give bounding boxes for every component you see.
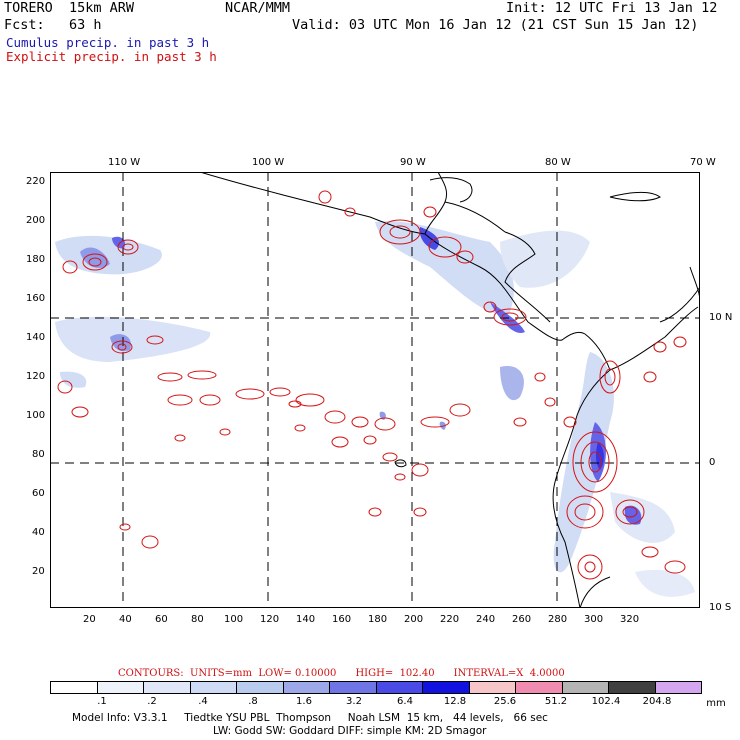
y-tick-label: 100	[26, 410, 46, 421]
x-tick-label: 20	[83, 614, 96, 625]
colorbar-swatch	[237, 682, 284, 693]
shade-caribbean	[500, 230, 590, 288]
x-tick-label: 300	[584, 614, 604, 625]
colorbar-label: .8	[248, 696, 258, 707]
physics-info: LW: Godd SW: Goddard DIFF: simple KM: 2D…	[213, 725, 487, 737]
x-tick-label: 60	[155, 614, 168, 625]
valid-time: Valid: 03 UTC Mon 16 Jan 12 (21 CST Sun …	[292, 17, 699, 33]
colorbar-swatch	[609, 682, 656, 693]
colorbar-swatch	[376, 682, 423, 693]
x-tick-label: 140	[296, 614, 316, 625]
x-tick-label: 220	[440, 614, 460, 625]
model-title: TORERO 15km ARW	[4, 0, 135, 16]
forecast-hour: Fcst: 63 h	[4, 17, 102, 33]
colorbar-unit: mm	[706, 698, 726, 709]
colorbar-label: .2	[147, 696, 157, 707]
colorbar-swatch	[516, 682, 563, 693]
x-tick-label: 100	[224, 614, 244, 625]
colorbar-swatch	[283, 682, 330, 693]
explicit-precip-label: Explicit precip. in past 3 h	[6, 49, 217, 64]
y-tick-label: 20	[32, 566, 45, 577]
colorbar-label: .4	[198, 696, 208, 707]
lat-label: 10 N	[709, 312, 733, 323]
colorbar-label: 25.6	[493, 696, 517, 707]
colorbar-swatch	[144, 682, 191, 693]
lon-label: 90 W	[400, 157, 426, 168]
lat-label: 0	[709, 457, 716, 468]
colorbar-label: 12.8	[443, 696, 467, 707]
colorbar-label: 6.4	[397, 696, 413, 707]
colorbar-swatch	[190, 682, 237, 693]
colorbar-label: 1.6	[296, 696, 312, 707]
y-tick-label: 220	[26, 176, 46, 187]
y-tick-label: 140	[26, 332, 46, 343]
shade-pacific-west	[55, 235, 162, 275]
model-info: Model Info: V3.3.1 Tiedtke YSU PBL Thomp…	[72, 712, 548, 724]
lon-label: 110 W	[108, 157, 141, 168]
colorbar-swatch	[330, 682, 377, 693]
x-tick-label: 280	[548, 614, 568, 625]
colorbar	[50, 681, 702, 694]
lon-label: 100 W	[252, 157, 285, 168]
colorbar-swatch	[655, 682, 701, 693]
x-tick-label: 260	[512, 614, 532, 625]
x-tick-label: 200	[404, 614, 424, 625]
shade-colombia	[553, 352, 614, 573]
contours-info: CONTOURS: UNITS=mm LOW= 0.10000 HIGH= 10…	[118, 668, 565, 679]
explicit-contours	[57, 190, 687, 580]
shade-central-america	[375, 221, 514, 314]
x-tick-label: 80	[191, 614, 204, 625]
y-tick-label: 80	[32, 449, 45, 460]
lat-label: 10 S	[709, 602, 732, 613]
cumulus-precip-label: Cumulus precip. in past 3 h	[6, 35, 210, 50]
colorbar-swatch	[423, 682, 470, 693]
x-tick-label: 120	[260, 614, 280, 625]
colorbar-swatch	[51, 682, 98, 693]
x-tick-label: 40	[119, 614, 132, 625]
y-tick-label: 120	[26, 371, 46, 382]
lon-label: 70 W	[690, 157, 716, 168]
y-tick-label: 200	[26, 215, 46, 226]
colorbar-swatch	[97, 682, 144, 693]
y-tick-label: 60	[32, 488, 45, 499]
x-tick-label: 160	[332, 614, 352, 625]
shade-pacific-mid	[55, 316, 211, 362]
precip-map	[50, 172, 700, 608]
colorbar-label: 51.2	[544, 696, 568, 707]
x-tick-label: 240	[476, 614, 496, 625]
y-tick-label: 40	[32, 527, 45, 538]
colorbar-swatch	[562, 682, 609, 693]
org-label: NCAR/MMM	[225, 0, 291, 16]
lat-lon-grid	[50, 172, 700, 608]
init-time: Init: 12 UTC Fri 13 Jan 12	[506, 0, 718, 16]
x-tick-label: 180	[368, 614, 388, 625]
colorbar-label: 102.4	[591, 696, 621, 707]
colorbar-label: 3.2	[346, 696, 362, 707]
colorbar-swatch	[469, 682, 516, 693]
colorbar-label: .1	[97, 696, 107, 707]
coastlines	[199, 172, 700, 608]
lon-label: 80 W	[545, 157, 571, 168]
colorbar-label: 204.8	[642, 696, 672, 707]
y-tick-label: 160	[26, 293, 46, 304]
y-tick-label: 180	[26, 254, 46, 265]
x-tick-label: 320	[620, 614, 640, 625]
